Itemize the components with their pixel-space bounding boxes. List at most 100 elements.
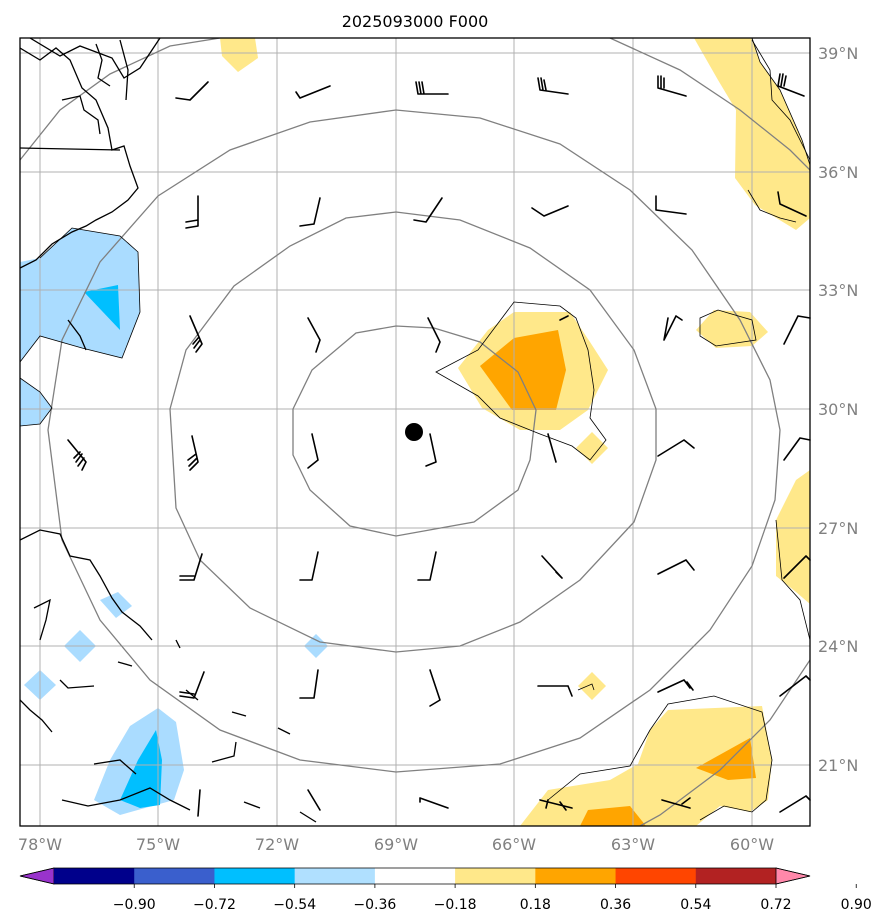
- lon-tick-label: 78°W: [18, 835, 62, 854]
- wind-barb: [427, 317, 441, 353]
- wind-barb: [657, 679, 694, 693]
- shaded-field-layer: [20, 38, 810, 826]
- wind-barb: [425, 433, 437, 467]
- wind-barb: [537, 685, 573, 697]
- colorbar-segment: [54, 868, 135, 884]
- wind-barb: [197, 789, 201, 817]
- colorbar-segment: [695, 868, 777, 884]
- negative-anomaly-region: [20, 378, 52, 426]
- colorbar-extend-high: [775, 867, 811, 885]
- wind-barb: [661, 797, 691, 809]
- wind-barb: [783, 555, 811, 579]
- positive-anomaly-region: [696, 310, 768, 348]
- longitude-labels: 78°W 75°W 72°W 69°W 66°W 63°W 60°W: [18, 835, 774, 854]
- colorbar-segment: [374, 868, 456, 884]
- range-ring-6deg: [169, 211, 657, 653]
- wind-barb: [657, 559, 695, 575]
- positive-anomaly-region: [576, 432, 608, 464]
- wind-barb: [307, 789, 321, 811]
- negative-anomaly-core: [84, 285, 120, 330]
- wind-barb: [299, 197, 321, 227]
- wind-barb: [295, 85, 331, 99]
- wind-barb: [67, 439, 87, 471]
- colorbar-tick-label: −0.18: [434, 897, 477, 913]
- wind-barb: [179, 671, 205, 699]
- range-ring-3deg: [292, 325, 537, 537]
- wind-barb: [559, 315, 569, 321]
- wind-barb: [657, 439, 695, 457]
- wind-barb: [777, 191, 807, 217]
- colorbar-segment: [455, 868, 536, 884]
- lon-tick-label: 75°W: [136, 835, 180, 854]
- lat-tick-label: 24°N: [818, 637, 858, 656]
- wind-barb: [547, 433, 557, 463]
- wind-barb: [299, 669, 319, 699]
- map-title: 2025093000 F000: [342, 12, 489, 31]
- lat-tick-label: 39°N: [818, 44, 858, 63]
- negative-anomaly-region: [20, 228, 140, 362]
- wind-barb: [779, 675, 811, 697]
- colorbar-segment: [615, 868, 697, 884]
- positive-anomaly-core: [580, 806, 646, 826]
- positive-anomaly-core: [480, 330, 566, 410]
- lat-tick-label: 27°N: [818, 519, 858, 538]
- map-frame: [19, 37, 811, 827]
- wind-barb: [779, 795, 811, 813]
- wind-barb: [299, 551, 319, 581]
- storm-center-marker: [405, 423, 423, 441]
- colorbar-segment: [294, 868, 376, 884]
- wind-barb: [657, 75, 687, 97]
- wind-barb: [655, 195, 687, 215]
- colorbar-tick-label: −0.72: [193, 897, 236, 913]
- wind-barb: [783, 437, 811, 461]
- wind-barb: [429, 669, 441, 707]
- colorbar-segment: [214, 868, 296, 884]
- wind-barbs: [67, 73, 811, 817]
- anomaly-contours: [20, 38, 810, 821]
- wind-barb: [179, 553, 203, 581]
- lat-tick-label: 30°N: [818, 400, 858, 419]
- positive-anomaly-region: [776, 470, 810, 604]
- wind-barb: [539, 799, 573, 811]
- wind-barb: [185, 195, 199, 229]
- colorbar: −0.90 −0.72 −0.54 −0.36 −0.18 0.18 0.36 0.54 0.7…: [19, 867, 872, 913]
- positive-anomaly-region: [578, 672, 606, 700]
- wind-barb: [417, 551, 437, 581]
- range-rings: [20, 38, 810, 826]
- lat-tick-label: 21°N: [818, 756, 858, 775]
- negative-anomaly-region: [100, 592, 132, 618]
- lon-tick-label: 60°W: [730, 835, 774, 854]
- colorbar-tick-label: −0.36: [353, 897, 396, 913]
- wind-barb: [189, 315, 203, 353]
- wind-barb: [187, 435, 199, 471]
- wind-barb: [415, 81, 449, 95]
- colorbar-segment: [134, 868, 215, 884]
- lon-tick-label: 63°W: [611, 835, 655, 854]
- wind-barb: [307, 433, 319, 469]
- colorbar-tick-label: 0.36: [600, 897, 631, 913]
- wind-barb: [307, 317, 321, 353]
- colorbar-tick-label: 0.72: [760, 897, 791, 913]
- graticule: [20, 38, 810, 826]
- wind-barb: [419, 797, 449, 809]
- wind-barb: [777, 73, 805, 97]
- range-ring-9deg: [47, 109, 781, 773]
- positive-anomaly-region: [520, 706, 772, 826]
- wind-barb: [537, 77, 569, 95]
- colorbar-segment: [535, 868, 617, 884]
- lon-tick-label: 72°W: [255, 835, 299, 854]
- wind-barb: [175, 81, 209, 101]
- lat-tick-label: 36°N: [818, 163, 858, 182]
- wind-barb: [531, 205, 569, 217]
- lat-tick-label: 33°N: [818, 281, 858, 300]
- colorbar-tick-label: −0.90: [113, 897, 156, 913]
- wind-barb: [541, 555, 563, 579]
- colorbar-tick-label: −0.54: [273, 897, 316, 913]
- lon-tick-label: 69°W: [374, 835, 418, 854]
- wind-barb: [413, 197, 443, 223]
- colorbar-tick-label: 0.54: [680, 897, 711, 913]
- wind-barb: [663, 315, 683, 341]
- coastlines: [20, 38, 317, 823]
- range-ring-12deg: [20, 38, 810, 826]
